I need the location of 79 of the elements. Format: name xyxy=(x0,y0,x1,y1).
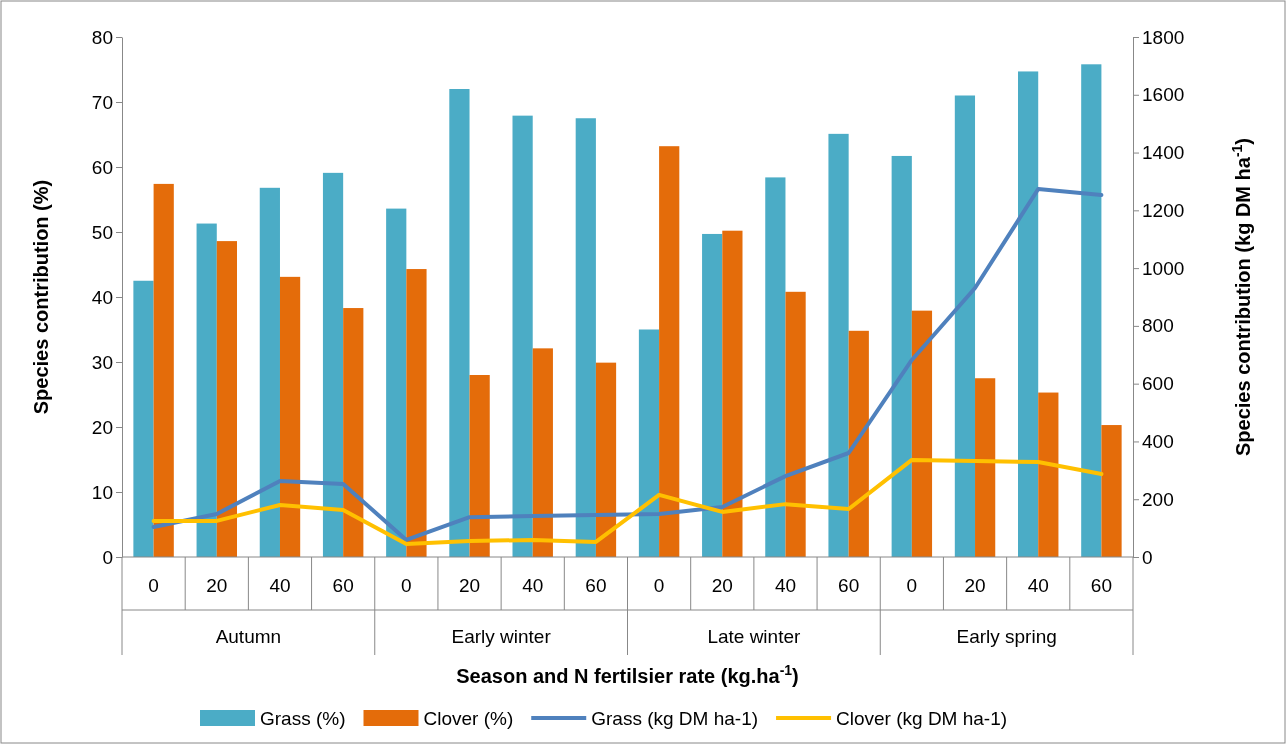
y-axis-title: Species contribution (%) xyxy=(30,179,52,415)
x-tick-label: 40 xyxy=(269,575,291,596)
y2-tick-label: 1000 xyxy=(1142,257,1185,279)
y2-tick-label: 200 xyxy=(1142,488,1174,510)
text: Autumn xyxy=(215,626,282,647)
x-tick-label: 20 xyxy=(711,575,733,596)
legend-label: Grass (%) xyxy=(260,708,346,729)
bar xyxy=(469,375,490,557)
bar xyxy=(954,95,976,557)
y2-tick-label: 400 xyxy=(1142,431,1174,453)
bar xyxy=(828,133,849,557)
x-tick-label: 0 xyxy=(148,575,159,596)
x-tick-label: 20 xyxy=(458,575,481,596)
y-tick-label: 30 xyxy=(91,351,113,373)
legend-label: Clover (%) xyxy=(423,708,514,729)
bar xyxy=(702,233,723,557)
bar xyxy=(153,183,174,557)
bar xyxy=(259,187,280,557)
y2-tick-label: 800 xyxy=(1142,315,1174,337)
y-tick-label: 70 xyxy=(91,91,113,113)
x-tick-label: 0 xyxy=(401,575,412,596)
x-tick-label: 20 xyxy=(964,575,986,596)
bar xyxy=(765,177,786,557)
bar xyxy=(386,208,407,557)
y2-tick-label: 1600 xyxy=(1142,84,1185,106)
bar xyxy=(911,310,933,557)
bar xyxy=(975,378,996,557)
x-tick-label: 20 xyxy=(206,575,228,596)
x-tick-label: 40 xyxy=(522,575,544,596)
bar xyxy=(133,280,154,557)
text: Late winter xyxy=(707,626,802,647)
bar xyxy=(722,230,743,557)
bar xyxy=(1081,64,1102,557)
x-tick-label: 40 xyxy=(1027,575,1049,596)
y-tick-label: 20 xyxy=(91,416,113,438)
y-tick-label: 10 xyxy=(91,481,113,503)
bar xyxy=(322,172,344,557)
y-tick-label: 40 xyxy=(91,286,113,308)
y2-tick-label: 0 xyxy=(1142,546,1153,568)
y-tick-label: 60 xyxy=(91,156,113,178)
bar xyxy=(216,241,237,557)
bar xyxy=(575,118,596,557)
text: Early winter xyxy=(451,626,552,647)
y-tick-label: 80 xyxy=(91,26,113,48)
y-tick-label: 0 xyxy=(102,546,113,568)
bar xyxy=(595,362,617,557)
bar xyxy=(891,155,912,557)
x-tick-label: 60 xyxy=(838,575,860,596)
legend-label: Grass (kg DM ha-1) xyxy=(591,708,759,729)
y2-tick-label: 600 xyxy=(1142,373,1174,395)
bar xyxy=(1038,392,1059,557)
x-axis-title: Season and N fertilsier rate (kg.ha$^{-1}$) xyxy=(456,662,799,687)
bar xyxy=(848,330,869,557)
x-tick-label: 40 xyxy=(774,575,797,596)
bar xyxy=(343,308,364,557)
y2-tick-label: 1800 xyxy=(1142,26,1185,48)
bar xyxy=(279,276,301,557)
bar xyxy=(659,146,680,557)
bar xyxy=(638,329,660,557)
x-tick-label: 60 xyxy=(1090,575,1112,596)
x-tick-label: 60 xyxy=(585,575,607,596)
bar xyxy=(532,348,553,557)
bar xyxy=(1018,71,1039,557)
bar xyxy=(785,291,806,557)
line-series xyxy=(151,457,1104,546)
y-tick-label: 50 xyxy=(91,221,113,243)
bar xyxy=(196,223,217,557)
bar xyxy=(406,269,427,557)
y2-tick-label: 1200 xyxy=(1142,199,1185,221)
legend-label: Clover (kg DM ha-1) xyxy=(836,708,1008,729)
x-tick-label: 60 xyxy=(332,575,354,596)
x-tick-label: 0 xyxy=(906,575,918,596)
text: Early spring xyxy=(956,626,1057,647)
x-tick-label: 0 xyxy=(653,575,665,596)
y2-tick-label: 1400 xyxy=(1142,142,1185,164)
bar xyxy=(449,89,470,557)
bar xyxy=(512,115,533,557)
bar xyxy=(1101,425,1122,557)
line-series xyxy=(151,186,1104,542)
